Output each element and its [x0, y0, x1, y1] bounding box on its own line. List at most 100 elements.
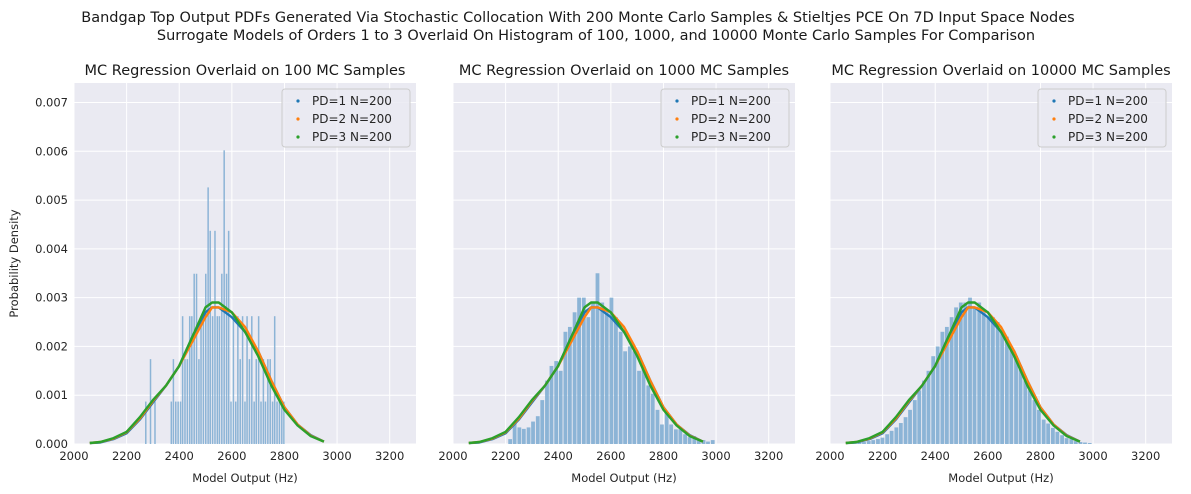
panel-3-hist-bar-13: [917, 390, 922, 444]
panel-2-xtick-label-1: 2200: [491, 449, 520, 463]
panel-2-hist-bar-29: [641, 365, 646, 444]
panel-1-legend-label-1: PD=1 N=200: [312, 94, 392, 108]
panel-1-hist-bar-23: [216, 316, 219, 444]
panel-1-hist-bar-49: [276, 401, 278, 444]
panel-3-xlabel: Model Output (Hz): [948, 471, 1053, 485]
panel-3-hist-bar-29: [991, 317, 995, 444]
panel-1-hist-bar-39: [253, 401, 255, 444]
panel-3-hist-bar-33: [1009, 346, 1014, 444]
panel-3-hist-bar-8: [894, 427, 899, 444]
panel-2-hist-bar-9: [549, 365, 554, 444]
panel-3-hist-bar-45: [1064, 438, 1069, 444]
panel-1-hist-bar-14: [195, 273, 198, 444]
panel-3-hist-bar-35: [1018, 365, 1023, 444]
panel-2-xtick-label-4: 2800: [649, 449, 678, 463]
panel-1-hist-bar-30: [232, 316, 235, 444]
panel-1-hist-bar-0: [145, 401, 147, 444]
panel-1-hist-bar-19: [207, 187, 209, 445]
panel-1-hist-bar-47: [271, 401, 274, 444]
panel-3-legend-label-1: PD=1 N=200: [1068, 94, 1148, 108]
panel-3-xtick-label-3: 2600: [973, 449, 1002, 463]
panel-3-hist-bar-11: [908, 409, 912, 444]
panel-2-legend-marker-2: [675, 117, 679, 121]
panel-2-hist-bar-30: [646, 385, 651, 444]
panel-1-ytick-label-2: 0.002: [35, 339, 68, 353]
panel-1-hist-bar-3: [170, 401, 173, 444]
panel-3-hist-bar-26: [977, 302, 982, 444]
panel-1-ytick-label-5: 0.005: [35, 193, 68, 207]
panel-1-hist-bar-20: [209, 230, 211, 444]
panel-1-hist-bar-36: [246, 316, 248, 444]
panel-1-hist-bar-24: [218, 316, 221, 444]
panel-3-hist-bar-22: [958, 302, 963, 444]
panel-2-hist-bar-4: [526, 427, 531, 444]
panel-1-ytick-label-3: 0.003: [35, 291, 68, 305]
panel-2-xlabel: Model Output (Hz): [571, 471, 676, 485]
panel-3-series-3-line: [845, 301, 1081, 445]
panel-1: 2000 2200 2400 2600 2800 3000 3200 0.000 0.001 0.…: [7, 63, 416, 485]
panel-3-hist-bar-27: [981, 312, 986, 444]
panel-2-hist-bar-41: [696, 439, 701, 444]
panel-3-xtick-label-1: 2200: [868, 449, 897, 463]
panel-2-hist-bar-36: [673, 429, 678, 444]
panel-1-hist-bar-48: [273, 316, 276, 444]
panel-2-hist-bar-31: [650, 393, 655, 444]
panel-3-hist-bar-37: [1027, 390, 1032, 444]
panel-1-legend-marker-3: [296, 135, 300, 139]
panel-1-hist-bar-10: [186, 359, 189, 444]
panel-2-hist-bar-12: [563, 331, 568, 444]
panel-3-hist-bar-16: [931, 356, 936, 444]
panel-1-hist-bar-40: [255, 359, 258, 444]
panel-3-hist-bar-1: [862, 442, 866, 444]
panel-1-ytick-label-0: 0.000: [35, 437, 68, 451]
panel-2-hist-bar-28: [637, 370, 641, 444]
panel-2-hist-bar-21: [604, 312, 609, 444]
panel-2-hist-bar-14: [572, 312, 577, 444]
panel-3-hist-bar-46: [1069, 439, 1074, 444]
panel-3-hist-bar-15: [926, 370, 931, 444]
panel-3-hist-bar-36: [1023, 380, 1028, 444]
panel-1-hist-bar-35: [244, 401, 246, 444]
panel-3-title: MC Regression Overlaid on 10000 MC Sampl…: [831, 63, 1170, 79]
panel-3-legend-marker-2: [1052, 117, 1056, 121]
panel-2-hist-bar-5: [531, 421, 535, 444]
panel-3-xtick-label-4: 2800: [1026, 449, 1055, 463]
panel-2-hist-bar-19: [595, 273, 600, 444]
panel-1-hist-bar-17: [202, 316, 205, 444]
panel-3-hist-bar-14: [922, 380, 926, 444]
panel-1-legend-box: [281, 88, 411, 148]
panel-3-xtick-label-0: 2000: [815, 449, 844, 463]
panel-2-xtick-label-0: 2000: [438, 449, 467, 463]
panel-1-hist-bar-38: [251, 316, 253, 444]
panel-2-legend-label-2: PD=2 N=200: [691, 112, 771, 126]
panel-1-hist-bar-25: [221, 273, 223, 444]
panel-3-xtick-label-2: 2400: [921, 449, 950, 463]
panel-2-hist-bar-2: [517, 427, 522, 444]
panel-1-hist-bar-52: [283, 401, 285, 444]
panel-1-legend-marker-2: [296, 117, 300, 121]
panel-2-hist-bar-20: [600, 302, 605, 444]
panel-2-hist-bar-44: [710, 440, 715, 444]
panel-2-hist-bar-43: [706, 441, 710, 444]
panel-1-hist-bar-11: [188, 316, 191, 444]
panel-1-hist-bar-16: [200, 316, 202, 444]
panel-1-hist-bar-33: [239, 359, 241, 444]
panel-3-legend-marker-3: [1052, 135, 1056, 139]
panel-3-hist-bar-18: [940, 331, 945, 444]
panel-1-xtick-label-1: 2200: [112, 449, 141, 463]
panel-3-hist-bar-9: [898, 423, 903, 444]
panel-3-hist-bar-6: [885, 434, 890, 444]
panel-2-hist-bar-7: [540, 400, 545, 444]
panel-2-hist-bar-24: [618, 331, 623, 444]
panel-2-xtick-label-3: 2600: [596, 449, 625, 463]
panel-2-hist-bar-15: [577, 297, 581, 444]
panel-2: 2000 2200 2400 2600 2800 3000 3200 MC Regressio…: [438, 63, 795, 485]
panel-2-hist-bar-32: [655, 409, 660, 444]
panel-1-xtick-label-4: 2800: [270, 449, 299, 463]
panel-3-hist-bar-39: [1037, 409, 1041, 444]
panel-1-legend: PD=1 N=200 PD=2 N=200 PD=3 N=200: [281, 88, 411, 148]
panel-1-xtick-label-6: 3200: [375, 449, 404, 463]
panel-1-xtick-label-2: 2400: [165, 449, 194, 463]
panel-2-hist-bar-10: [554, 361, 559, 444]
panel-2-hist-bar-17: [586, 317, 591, 444]
